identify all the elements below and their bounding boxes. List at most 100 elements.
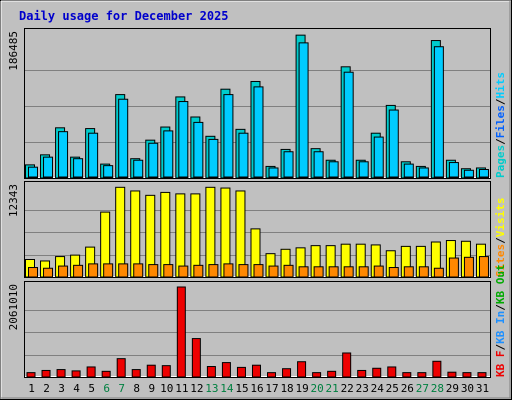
bar-pages bbox=[103, 176, 114, 179]
bar-pages bbox=[448, 176, 459, 179]
bar-files bbox=[133, 159, 144, 179]
bar-sites bbox=[163, 264, 174, 278]
bar-pages bbox=[133, 176, 144, 179]
bar-files bbox=[418, 167, 429, 179]
chart-title: Daily usage for December 2025 bbox=[19, 9, 229, 23]
x-tick-label: 27 bbox=[416, 382, 429, 395]
bar-kbytes bbox=[86, 366, 96, 378]
bar-kbytes bbox=[101, 370, 111, 378]
bar-files bbox=[403, 163, 414, 179]
bar-kbytes bbox=[327, 370, 337, 378]
bar-sites bbox=[148, 264, 159, 278]
bar-pages bbox=[373, 176, 384, 179]
bar-visits bbox=[175, 193, 186, 278]
bar-pages bbox=[268, 176, 279, 179]
bar-kbytes bbox=[267, 372, 277, 378]
bar-sites bbox=[433, 267, 444, 278]
legend-entry: / bbox=[494, 344, 507, 351]
bar-files bbox=[298, 42, 309, 179]
bar-kbytes bbox=[41, 369, 51, 378]
bar-kbytes bbox=[146, 364, 156, 378]
x-tick-label: 28 bbox=[431, 382, 444, 395]
x-tick-label: 7 bbox=[118, 382, 125, 395]
x-tick-label: 17 bbox=[265, 382, 278, 395]
bar-kbytes bbox=[71, 370, 81, 378]
bar-kbytes bbox=[191, 338, 201, 378]
bar-visits bbox=[190, 193, 201, 278]
bar-visits bbox=[235, 190, 246, 278]
y-max-label: 12343 bbox=[7, 184, 20, 217]
legend-entry: / bbox=[494, 98, 507, 105]
bar-files bbox=[268, 167, 279, 179]
bar-pages bbox=[58, 176, 69, 179]
bar-pages bbox=[463, 176, 474, 179]
bar-pages bbox=[223, 176, 234, 179]
legend-entry: KB In bbox=[494, 311, 507, 344]
bar-kbytes bbox=[297, 361, 307, 378]
x-tick-label: 20 bbox=[311, 382, 324, 395]
bar-sites bbox=[463, 256, 474, 278]
bar-sites bbox=[313, 266, 324, 278]
bar-pages bbox=[88, 176, 99, 179]
x-tick-label: 18 bbox=[280, 382, 293, 395]
bar-files bbox=[328, 161, 339, 179]
bar-files bbox=[358, 161, 369, 179]
y-max-label: 186485 bbox=[7, 31, 20, 71]
bar-sites bbox=[223, 263, 234, 278]
bar-pages bbox=[358, 176, 369, 179]
x-tick-label: 23 bbox=[356, 382, 369, 395]
bar-kbytes bbox=[342, 352, 352, 378]
legend-entry: Visits bbox=[494, 198, 507, 238]
bar-pages bbox=[418, 176, 429, 179]
bar-files bbox=[28, 166, 38, 179]
bar-files bbox=[448, 162, 459, 179]
x-tick-label: 30 bbox=[461, 382, 474, 395]
bar-sites bbox=[343, 266, 354, 278]
bar-pages bbox=[298, 176, 309, 179]
legend-entry: KB Out bbox=[494, 264, 507, 304]
panel-frame bbox=[24, 281, 491, 378]
bar-kbytes bbox=[56, 369, 66, 378]
bar-kbytes bbox=[357, 369, 367, 378]
bar-kbytes bbox=[477, 372, 487, 378]
bar-kbytes bbox=[206, 366, 216, 378]
bar-kbytes bbox=[447, 371, 457, 378]
bar-kbytes bbox=[462, 372, 472, 378]
bar-pages bbox=[283, 176, 294, 179]
x-tick-label: 6 bbox=[103, 382, 110, 395]
bar-files bbox=[103, 165, 114, 179]
bar-files bbox=[388, 109, 399, 179]
bar-kbytes bbox=[251, 364, 261, 378]
bar-sites bbox=[103, 263, 114, 278]
x-tick-label: 25 bbox=[386, 382, 399, 395]
bar-files bbox=[373, 136, 384, 179]
bar-sites bbox=[448, 257, 459, 278]
bar-kbytes bbox=[282, 368, 292, 378]
bar-sites bbox=[268, 265, 279, 278]
x-tick-label: 1 bbox=[28, 382, 35, 395]
bar-pages bbox=[238, 176, 249, 179]
bar-sites bbox=[238, 264, 249, 278]
x-tick-label: 4 bbox=[73, 382, 80, 395]
x-tick-label: 29 bbox=[446, 382, 459, 395]
bar-files bbox=[283, 151, 294, 179]
x-tick-label: 3 bbox=[58, 382, 65, 395]
bar-kbytes bbox=[161, 365, 171, 378]
bar-files bbox=[163, 130, 174, 179]
bar-pages bbox=[73, 176, 84, 179]
x-tick-label: 15 bbox=[235, 382, 248, 395]
bar-kbytes bbox=[131, 369, 141, 378]
bar-sites bbox=[358, 266, 369, 278]
panel-visits: 12343 Sites/Visits bbox=[7, 181, 507, 278]
bar-sites bbox=[28, 267, 38, 278]
bar-kbytes bbox=[26, 372, 36, 378]
legend-entry: KB F bbox=[494, 351, 507, 378]
bar-sites bbox=[178, 265, 189, 278]
bar-files bbox=[118, 98, 129, 179]
bar-sites bbox=[373, 265, 384, 278]
bar-pages bbox=[118, 176, 129, 179]
bar-sites bbox=[478, 256, 489, 278]
bar-sites bbox=[208, 264, 219, 278]
